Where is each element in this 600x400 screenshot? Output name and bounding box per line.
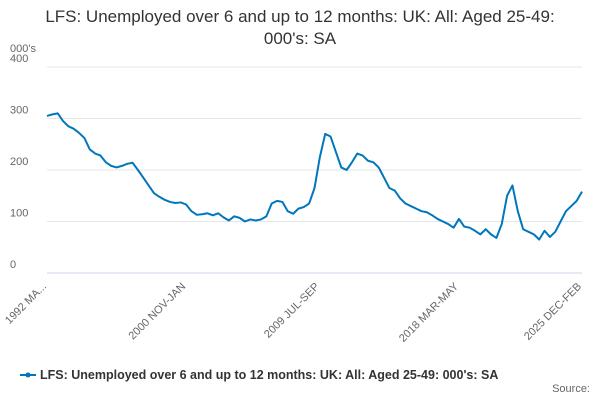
legend-marker <box>25 372 31 378</box>
series-line <box>46 112 583 241</box>
y-axis-label: 000's <box>10 43 36 55</box>
y-tick-label: 300 <box>10 105 28 117</box>
y-tick-label: 200 <box>10 156 28 168</box>
x-tick-label: 2009 JUL-SEP <box>262 281 322 341</box>
y-tick-label: 0 <box>10 259 16 271</box>
x-tick-label: 2018 MAR-MAY <box>397 280 462 345</box>
x-tick-label: 2025 DEC-FEB <box>522 281 584 343</box>
chart-title: LFS: Unemployed over 6 and up to 12 mont… <box>45 7 555 48</box>
source: Source: <box>552 383 590 395</box>
x-tick-label: 2000 NOV-JAN <box>127 281 189 343</box>
legend-label: LFS: Unemployed over 6 and up to 12 mont… <box>40 368 498 382</box>
y-tick-label: 400 <box>10 53 28 65</box>
y-tick-label: 100 <box>10 208 28 220</box>
x-tick-label: 1992 MA... <box>3 281 49 327</box>
